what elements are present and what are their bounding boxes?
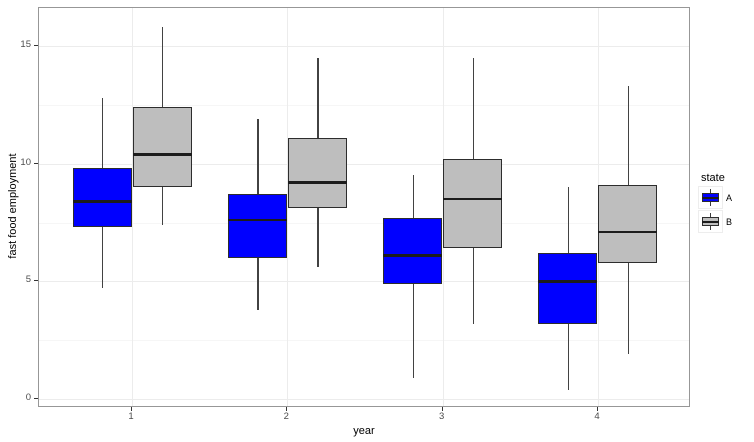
legend-entry: A — [698, 186, 754, 209]
boxplot-box — [132, 107, 192, 188]
boxplot-median — [598, 230, 658, 234]
boxplot-whisker-lower — [317, 208, 319, 268]
boxplot-box — [72, 168, 132, 228]
boxplot-median — [72, 200, 132, 203]
boxplot-median — [538, 280, 598, 283]
boxplot-median — [227, 218, 287, 222]
y-tick-label: 5 — [25, 274, 31, 286]
x-tick-mark — [286, 407, 288, 411]
legend-title: state — [701, 172, 725, 184]
boxplot-median — [443, 197, 503, 201]
boxplot-whisker-lower — [412, 283, 414, 378]
x-tick-mark — [441, 407, 443, 411]
boxplot-whisker-upper — [567, 187, 570, 254]
x-tick-label: 3 — [439, 411, 445, 422]
gridline-vertical — [132, 8, 133, 406]
boxplot-box — [383, 217, 443, 284]
gridline-major — [39, 163, 689, 165]
y-tick-label: 15 — [20, 39, 31, 50]
boxplot-whisker-upper — [627, 86, 630, 185]
legend-entry: B — [698, 210, 754, 233]
boxplot-box — [598, 184, 658, 263]
y-tick-label: 10 — [20, 156, 31, 168]
boxplot-box — [287, 137, 347, 209]
boxplot-whisker-lower — [257, 257, 259, 310]
plot-panel — [38, 7, 690, 407]
boxplot-box — [227, 194, 287, 258]
y-tick-label: 0 — [25, 392, 31, 403]
x-tick-mark — [596, 407, 598, 411]
y-tick-mark — [34, 162, 38, 164]
boxplot-whisker-lower — [102, 227, 104, 289]
x-tick-label: 2 — [283, 411, 289, 422]
boxplot-whisker-lower — [627, 262, 630, 355]
gridline-major — [39, 399, 689, 400]
boxplot-whisker-lower — [472, 248, 474, 324]
gridline-minor — [39, 104, 689, 106]
legend-label: B — [726, 216, 733, 227]
x-tick-label: 4 — [594, 411, 600, 422]
boxplot-box — [538, 253, 598, 324]
boxplot-whisker-lower — [567, 323, 570, 390]
boxplot-median — [287, 181, 347, 184]
gridline-major — [39, 281, 689, 283]
boxplot-box — [443, 158, 503, 249]
boxplot-median — [132, 152, 192, 156]
gridline-major — [39, 46, 689, 47]
legend-label: A — [726, 192, 733, 203]
boxplot-whisker-upper — [257, 118, 259, 195]
gridline-minor — [39, 340, 689, 342]
gridline-minor — [39, 222, 689, 224]
y-tick-mark — [34, 45, 38, 46]
legend-median-line — [702, 221, 719, 223]
boxplot-whisker-upper — [317, 57, 319, 138]
x-tick-label: 1 — [128, 411, 134, 422]
legend-key-boxplot-icon — [698, 186, 723, 209]
legend-key-boxplot-icon — [698, 210, 723, 233]
x-tick-mark — [131, 407, 132, 411]
legend-median-line — [702, 197, 719, 199]
y-tick-mark — [34, 280, 38, 282]
boxplot-whisker-upper — [102, 97, 104, 169]
x-axis-title: year — [353, 425, 375, 437]
y-tick-mark — [34, 398, 38, 399]
boxplot-whisker-upper — [472, 57, 474, 159]
boxplot-whisker-lower — [162, 187, 164, 225]
boxplot-whisker-upper — [412, 175, 414, 218]
boxplot-whisker-upper — [162, 27, 164, 108]
boxplot-median — [383, 254, 443, 257]
